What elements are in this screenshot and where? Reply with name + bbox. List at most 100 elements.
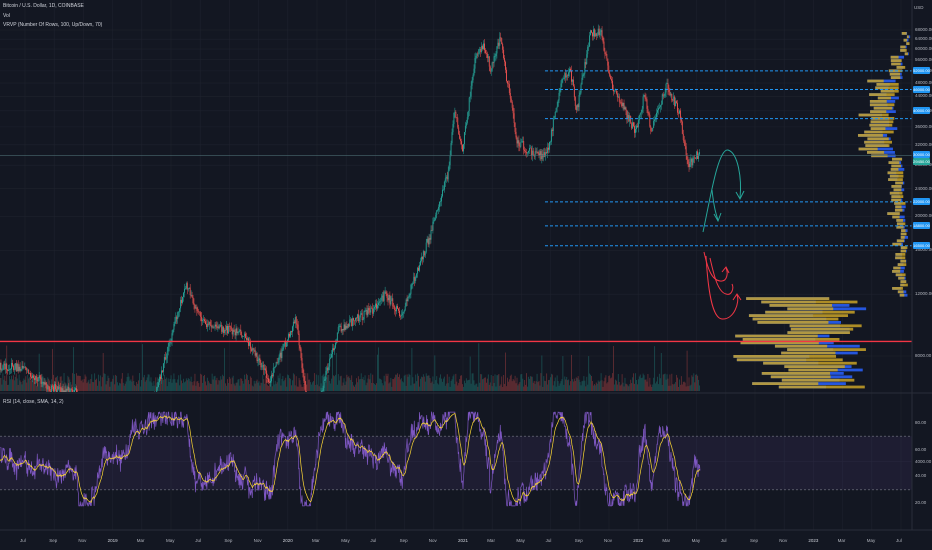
- volume-bar: [128, 376, 130, 391]
- volume-bar: [649, 377, 651, 391]
- candle-body: [72, 389, 74, 392]
- volume-bar: [547, 384, 549, 391]
- candle-body: [451, 132, 453, 144]
- volume-bar: [225, 383, 226, 391]
- volume-bar: [107, 375, 109, 391]
- candle-body: [378, 301, 380, 303]
- volume-bar: [234, 385, 236, 391]
- volume-bar: [290, 378, 291, 391]
- candle-body: [231, 329, 233, 335]
- candle-body: [399, 310, 400, 316]
- x-tick-label: May: [516, 538, 525, 543]
- candle-body: [529, 147, 531, 149]
- candle-body: [297, 324, 299, 334]
- candle-body: [57, 386, 59, 390]
- volume-bar: [622, 382, 624, 391]
- candle-body: [165, 358, 167, 360]
- candle-body: [302, 367, 304, 373]
- volume-bar: [480, 374, 482, 391]
- candle-body: [646, 99, 648, 109]
- volume-bar: [487, 374, 489, 391]
- volume-bar: [105, 384, 107, 391]
- x-tick-label: Sep: [224, 538, 233, 543]
- candle-body: [593, 29, 595, 37]
- volume-bar: [562, 356, 564, 391]
- candle-body: [510, 98, 512, 102]
- volume-bar: [390, 377, 392, 391]
- volume-bar: [454, 384, 456, 391]
- candle-body: [674, 96, 676, 107]
- candle-body: [13, 368, 15, 370]
- y-tick-label: 16000.00: [915, 247, 932, 253]
- vp-bar-up: [891, 198, 901, 202]
- volume-bar: [339, 376, 341, 391]
- candle-body: [338, 325, 340, 328]
- volume-bar: [426, 375, 428, 391]
- volume-bar: [627, 385, 629, 391]
- volume-bar: [258, 381, 260, 391]
- candle-body: [32, 375, 34, 378]
- candle-body: [346, 326, 348, 328]
- candle-body: [615, 90, 617, 94]
- volume-bar: [521, 374, 523, 391]
- volume-bar: [32, 380, 33, 391]
- candle-body: [495, 53, 497, 57]
- volume-bar: [630, 379, 632, 391]
- volume-bar: [434, 355, 436, 391]
- candle-body: [342, 329, 344, 331]
- candle-body: [619, 101, 621, 103]
- candle-body: [6, 363, 8, 370]
- volume-bar: [22, 380, 24, 391]
- volume-bar: [235, 382, 237, 391]
- candle-body: [650, 126, 652, 131]
- volume-bar: [286, 386, 288, 391]
- candle-body: [183, 292, 184, 297]
- volume-bar: [449, 386, 451, 391]
- volume-bar: [366, 382, 368, 391]
- candle-body: [490, 70, 492, 72]
- vp-bar-up: [891, 157, 903, 161]
- candle-body: [11, 362, 13, 366]
- volume-bar: [549, 379, 550, 391]
- volume-bar: [285, 377, 287, 391]
- vp-bar-up: [891, 195, 904, 198]
- candle-body: [288, 333, 290, 340]
- volume-bar: [44, 386, 46, 391]
- candle-body: [334, 347, 335, 351]
- volume-bar: [464, 383, 466, 391]
- candle-body: [561, 79, 563, 84]
- volume-bar: [501, 376, 503, 391]
- volume-bar: [394, 377, 396, 391]
- candle-body: [497, 42, 499, 47]
- volume-bar: [386, 375, 388, 391]
- volume-bar: [146, 377, 148, 391]
- volume-bar: [344, 384, 346, 391]
- volume-bar: [476, 383, 478, 391]
- volume-bar: [168, 381, 170, 391]
- candle-body: [653, 121, 655, 128]
- volume-bar: [482, 379, 484, 391]
- volume-bar: [505, 352, 506, 391]
- volume-bar: [563, 384, 565, 391]
- volume-bar: [203, 375, 204, 391]
- candle-body: [403, 310, 405, 312]
- volume-bar: [212, 379, 214, 391]
- volume-bar: [506, 377, 508, 391]
- candle-body: [262, 365, 264, 367]
- candle-body: [324, 379, 326, 381]
- volume-bar: [79, 375, 81, 391]
- candle-body: [38, 375, 40, 378]
- candle-body: [570, 68, 571, 71]
- candle-body: [260, 362, 262, 368]
- candle-body: [67, 386, 69, 391]
- candle-body: [402, 311, 404, 314]
- candle-body: [628, 115, 630, 122]
- volume-bar: [408, 373, 410, 391]
- volume-bar: [636, 384, 638, 391]
- volume-bar: [63, 373, 65, 391]
- candle-body: [62, 388, 64, 392]
- volume-bar: [154, 385, 156, 391]
- candle-body: [434, 217, 436, 221]
- volume-bar: [272, 374, 274, 391]
- candle-body: [258, 358, 260, 361]
